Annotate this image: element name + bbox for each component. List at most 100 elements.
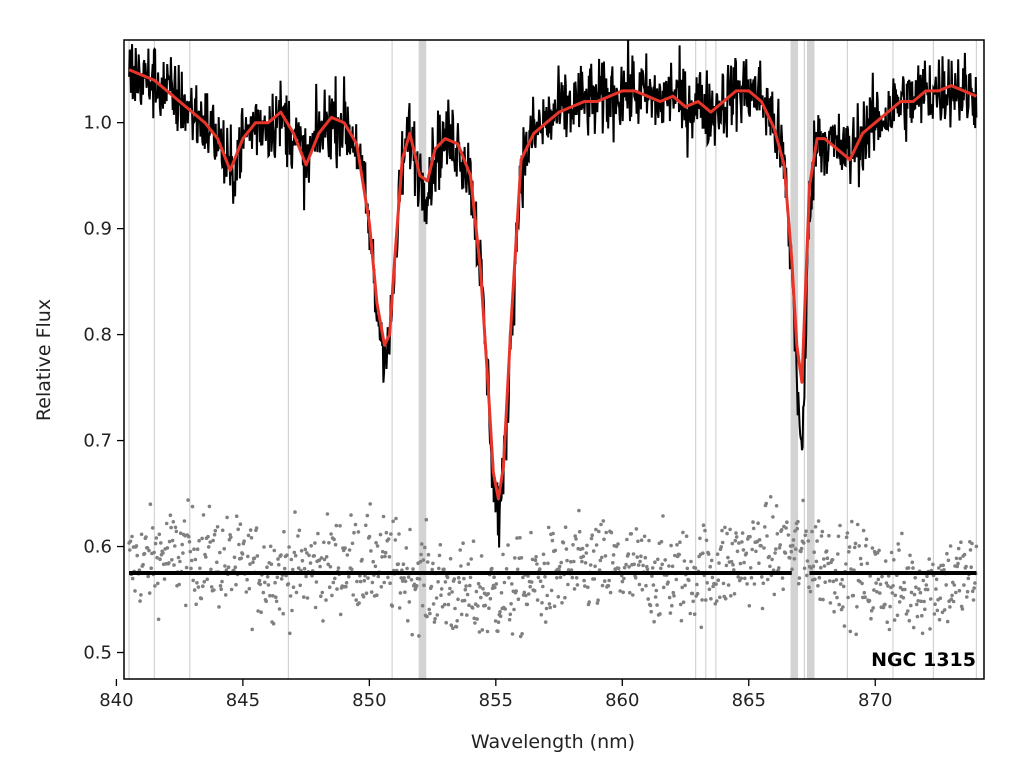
residual-point	[261, 590, 266, 595]
residual-point	[627, 565, 631, 569]
residual-point	[157, 532, 162, 537]
residual-point	[609, 530, 614, 535]
residual-point	[285, 553, 289, 557]
residual-point	[439, 587, 444, 591]
residual-point	[350, 567, 354, 572]
residual-point	[759, 544, 763, 548]
residual-point	[920, 613, 924, 618]
residual-point	[847, 545, 852, 549]
residual-point	[380, 549, 385, 554]
residual-point	[141, 562, 145, 567]
residual-point	[777, 566, 781, 570]
residual-point	[418, 560, 423, 564]
residual-point	[904, 612, 909, 616]
residual-point	[156, 617, 161, 622]
residual-point	[458, 548, 463, 552]
residual-point	[949, 597, 954, 602]
residual-point	[510, 632, 515, 636]
residual-point	[247, 586, 252, 591]
residual-point	[328, 564, 333, 569]
residual-point	[423, 545, 427, 550]
residual-point	[836, 552, 840, 556]
residual-point	[401, 562, 406, 566]
residual-point	[955, 564, 959, 569]
y-axis-ticks: 0.5 0.6 0.7 0.8 0.9 1.0	[83, 113, 124, 664]
residual-point	[272, 548, 277, 553]
residual-point	[845, 531, 850, 535]
residual-point	[901, 596, 906, 600]
residual-point	[265, 565, 269, 569]
residual-point	[806, 539, 811, 543]
residual-point	[135, 553, 139, 558]
y-axis-label: Relative Flux	[33, 299, 55, 421]
residual-point	[821, 597, 825, 602]
residual-point	[604, 530, 608, 535]
residual-point	[188, 549, 193, 554]
residual-point	[736, 575, 740, 579]
residual-point	[393, 538, 398, 542]
residual-point	[369, 549, 373, 553]
residual-point	[206, 545, 211, 549]
residual-point	[710, 575, 715, 580]
residual-point	[864, 537, 869, 541]
residual-point	[521, 575, 525, 580]
residual-point	[234, 582, 238, 587]
residual-point	[748, 566, 753, 570]
residual-point	[437, 553, 442, 558]
residual-point	[276, 557, 280, 561]
residual-point	[319, 556, 324, 560]
residual-point	[509, 602, 513, 606]
residual-point	[293, 553, 298, 558]
residual-point	[611, 561, 615, 565]
residual-point	[146, 574, 150, 579]
residual-point	[559, 560, 563, 565]
residual-point	[161, 551, 165, 555]
residual-point	[275, 575, 280, 580]
residual-point	[704, 598, 708, 602]
residual-point	[625, 537, 629, 542]
residual-point	[449, 623, 454, 627]
residual-point	[217, 605, 221, 609]
residual-point	[574, 576, 579, 580]
residual-point	[921, 578, 926, 583]
residual-point	[832, 609, 836, 614]
residual-point	[565, 558, 569, 563]
residual-point	[236, 527, 240, 532]
residual-point	[344, 584, 348, 589]
residual-point	[695, 591, 700, 596]
residual-point	[436, 580, 440, 584]
residual-point	[700, 598, 704, 602]
residual-point	[709, 597, 713, 601]
residual-point	[351, 593, 356, 597]
residual-point	[378, 532, 383, 537]
residual-point	[150, 526, 155, 530]
residual-point	[347, 548, 352, 552]
residual-point	[289, 557, 294, 562]
residual-point	[234, 514, 239, 518]
residual-point	[313, 541, 317, 545]
residual-point	[555, 576, 559, 580]
residual-point	[468, 583, 472, 588]
residual-point	[474, 589, 479, 594]
residual-point	[734, 535, 739, 539]
residual-point	[593, 564, 597, 569]
residual-point	[816, 519, 821, 523]
residual-point	[167, 561, 171, 565]
residual-point	[307, 553, 311, 558]
residual-point	[819, 534, 824, 538]
residual-point	[488, 596, 493, 601]
residual-point	[305, 596, 310, 600]
residual-point	[701, 523, 706, 527]
residual-point	[399, 576, 404, 580]
residual-point	[262, 545, 266, 549]
x-tick-label: 860	[605, 690, 639, 711]
residual-point	[637, 582, 642, 587]
residual-point	[958, 556, 962, 561]
residual-point	[245, 577, 249, 582]
residual-point	[330, 593, 334, 598]
residual-point	[322, 557, 327, 562]
residual-point	[169, 525, 173, 530]
residual-point	[189, 566, 193, 571]
residual-point	[248, 562, 252, 566]
residual-point	[527, 592, 531, 596]
